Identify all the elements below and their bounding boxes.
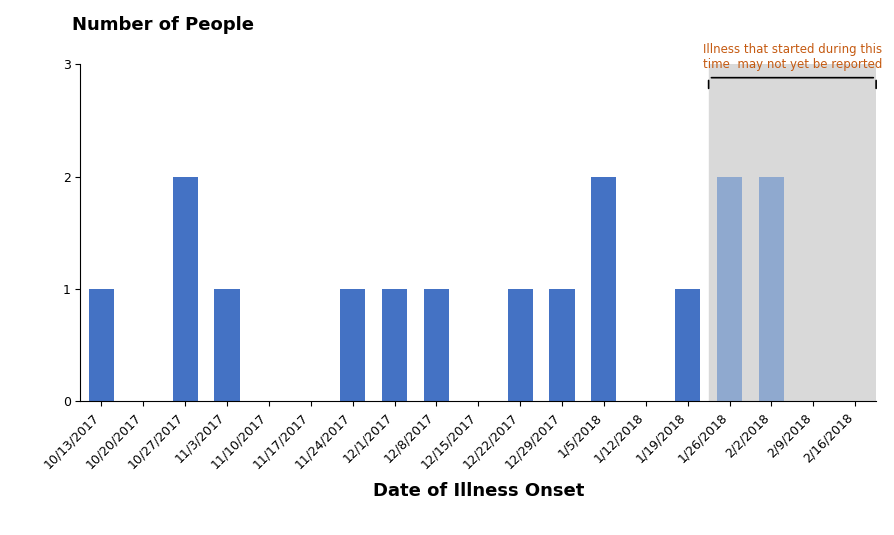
Bar xyxy=(173,177,198,401)
Bar xyxy=(591,177,617,401)
Bar xyxy=(424,289,449,401)
Bar xyxy=(508,289,533,401)
Bar xyxy=(675,289,700,401)
Text: Number of People: Number of People xyxy=(72,16,254,34)
Text: Illness that started during this
time  may not yet be reported: Illness that started during this time ma… xyxy=(703,43,882,71)
Bar xyxy=(89,289,114,401)
Bar xyxy=(717,177,742,401)
Bar xyxy=(215,289,240,401)
Bar xyxy=(382,289,407,401)
Bar xyxy=(759,177,784,401)
Bar xyxy=(550,289,575,401)
X-axis label: Date of Illness Onset: Date of Illness Onset xyxy=(373,482,584,500)
Bar xyxy=(709,64,876,401)
Bar xyxy=(340,289,366,401)
